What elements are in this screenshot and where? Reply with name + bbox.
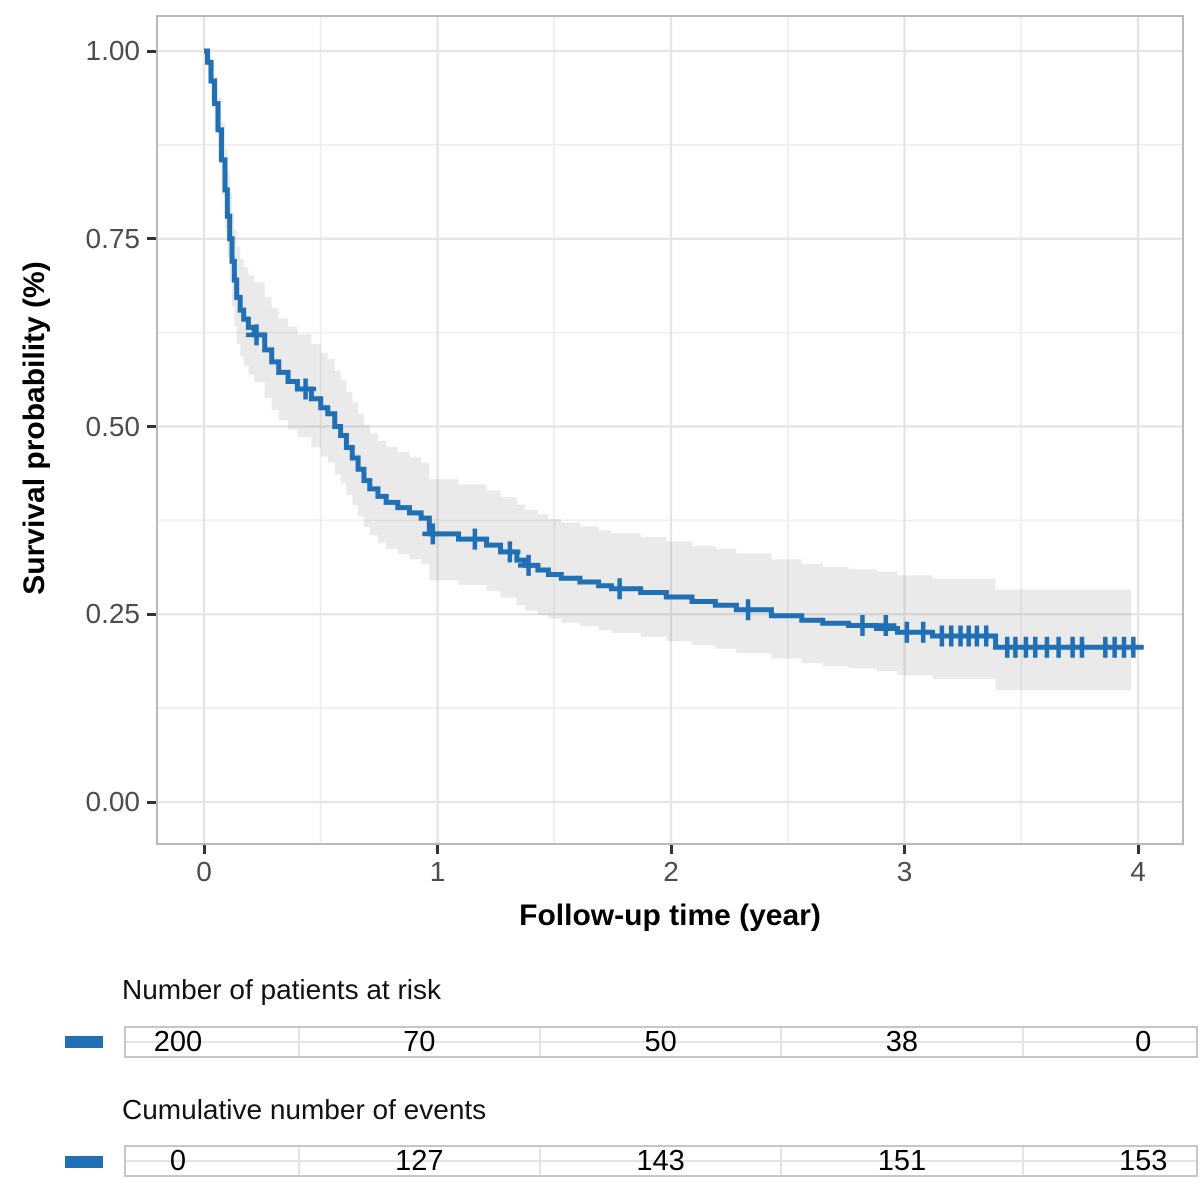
censor-mark-icon — [737, 599, 759, 621]
survival-step-curve — [204, 48, 1143, 650]
x-tick-mark — [1136, 845, 1140, 854]
y-tick-label: 0.00 — [85, 786, 141, 817]
x-tick-mark — [202, 845, 206, 854]
table-value: 70 — [403, 1026, 436, 1058]
censor-mark-icon — [464, 528, 486, 550]
x-tick-mark — [436, 845, 439, 854]
x-tick-label: 2 — [663, 856, 679, 887]
confidence-band — [204, 51, 1131, 691]
table-value: 143 — [636, 1145, 685, 1177]
y-tick-mark — [147, 49, 156, 53]
table-value: 0 — [1135, 1026, 1152, 1058]
censor-mark-icon — [1122, 636, 1144, 658]
table-value: 0 — [169, 1145, 187, 1177]
y-tick-label: 0.25 — [85, 598, 141, 630]
table-value: 38 — [885, 1026, 919, 1058]
table-column-separator — [297, 1028, 300, 1056]
table-value: 151 — [877, 1145, 927, 1177]
censor-mark-icon — [851, 615, 873, 637]
table-value: 127 — [395, 1145, 444, 1177]
y-axis-title: Survival probability (%) — [18, 261, 51, 595]
survival-curve-canvas — [158, 17, 1182, 843]
table-column-separator — [780, 1028, 783, 1056]
x-tick-label: 3 — [896, 856, 913, 887]
table-column-separator — [538, 1028, 541, 1056]
x-tick-label: 1 — [429, 856, 446, 887]
censor-mark-icon — [422, 523, 444, 545]
table-value: 50 — [644, 1026, 677, 1058]
y-tick-label: 0.75 — [85, 222, 141, 254]
events-table-title: Cumulative number of events — [122, 1094, 487, 1125]
risk-table-legend-key-dash — [65, 1036, 103, 1048]
risk-table-title: Number of patients at risk — [122, 974, 442, 1005]
censor-mark-icon — [1071, 636, 1093, 658]
x-axis-title: Follow-up time (year) — [519, 899, 821, 932]
table-gridline — [126, 1160, 1196, 1162]
censor-mark-icon — [875, 615, 897, 637]
x-tick-label: 0 — [196, 856, 212, 887]
x-tick-label: 4 — [1130, 856, 1146, 887]
x-tick-mark — [669, 845, 673, 854]
censor-mark-icon — [609, 578, 631, 600]
risk-table: 200 70 50 38 0 — [124, 1026, 1198, 1058]
table-column-separator — [1021, 1147, 1024, 1175]
table-column-separator — [297, 1147, 300, 1175]
x-tick-mark — [903, 845, 906, 854]
events-table-legend-key-dash — [65, 1156, 103, 1168]
y-tick-label: 1.00 — [85, 35, 141, 66]
y-tick-mark — [147, 237, 156, 241]
censor-mark-icon — [295, 378, 317, 400]
table-gridline — [126, 1041, 1196, 1043]
y-tick-mark — [147, 425, 156, 428]
table-column-separator — [1021, 1028, 1024, 1056]
y-tick-mark — [147, 612, 156, 616]
y-tick-label: 0.50 — [85, 410, 141, 442]
table-column-separator — [538, 1147, 541, 1175]
censor-mark-icon — [499, 541, 521, 563]
plot-panel — [156, 15, 1184, 845]
censor-mark-icon — [975, 625, 997, 647]
table-column-separator — [780, 1147, 783, 1175]
y-tick-mark — [147, 800, 156, 804]
censor-mark-icon — [518, 554, 540, 576]
table-value: 153 — [1118, 1145, 1168, 1177]
censor-mark-icon — [246, 324, 268, 346]
table-value: 200 — [153, 1026, 203, 1058]
censor-mark-icon — [912, 621, 934, 643]
events-table: 0 127 143 151 153 — [124, 1145, 1198, 1177]
